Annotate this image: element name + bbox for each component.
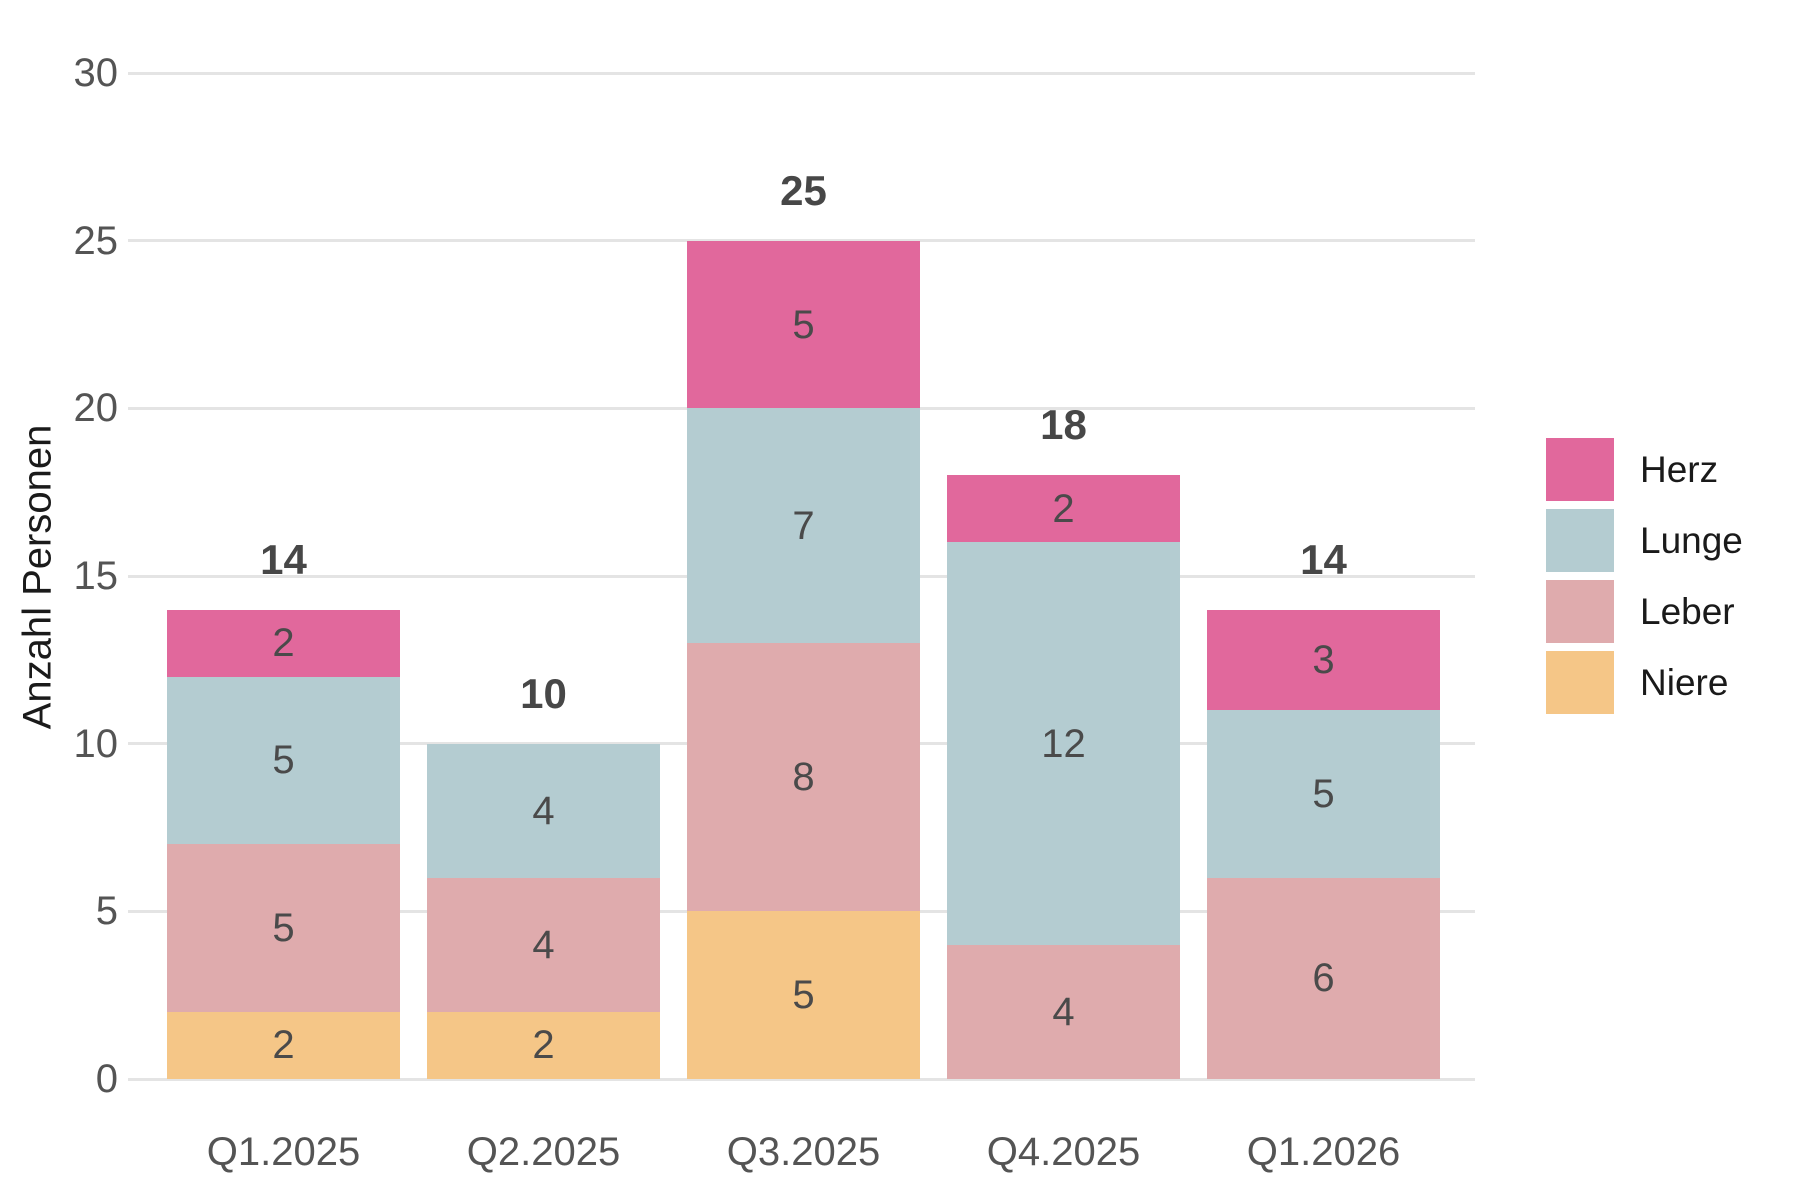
segment-value-label: 6	[1312, 956, 1335, 1001]
legend-item-lunge: Lunge	[1546, 509, 1743, 572]
y-tick-label: 5	[95, 889, 118, 934]
bar-segment-herz: 2	[947, 475, 1180, 543]
segment-value-label: 4	[532, 788, 555, 833]
bar-segment-niere: 2	[427, 1011, 660, 1079]
legend-item-herz: Herz	[1546, 438, 1743, 501]
legend-label: Niere	[1640, 662, 1729, 703]
bar-segment-herz: 5	[687, 240, 920, 409]
legend-swatch	[1546, 651, 1614, 714]
y-tick-label: 25	[73, 218, 119, 263]
y-tick-label: 30	[73, 51, 119, 95]
x-tick-label: Q1.2025	[206, 1130, 361, 1174]
segment-value-label: 5	[272, 906, 295, 951]
bar-segment-lunge: 4	[427, 743, 660, 878]
bar-segment-lunge: 5	[167, 676, 400, 845]
y-tick-label: 0	[95, 1057, 118, 1101]
legend-swatch	[1546, 580, 1614, 643]
y-tick-label: 15	[73, 554, 119, 598]
bar-segment-niere: 2	[167, 1011, 400, 1079]
segment-value-label: 2	[272, 1023, 295, 1068]
legend-item-leber: Leber	[1546, 580, 1743, 643]
legend-item-niere: Niere	[1546, 651, 1743, 714]
bar-total-label: 14	[1300, 535, 1347, 583]
segment-value-label: 4	[532, 922, 555, 967]
segment-value-label: 5	[1312, 771, 1335, 816]
segment-value-label: 4	[1052, 989, 1075, 1034]
segment-value-label: 2	[1052, 486, 1075, 531]
legend-label: Leber	[1640, 591, 1735, 632]
bar-segment-leber: 4	[947, 944, 1180, 1079]
segment-value-label: 8	[792, 755, 815, 800]
gridline	[128, 71, 1475, 75]
legend-label: Herz	[1640, 449, 1719, 490]
bar-total-label: 18	[1040, 401, 1087, 449]
bar-segment-lunge: 5	[1207, 710, 1440, 878]
legend-label: Lunge	[1640, 520, 1743, 561]
segment-value-label: 5	[272, 738, 295, 783]
segment-value-label: 3	[1312, 637, 1335, 682]
segment-value-label: 2	[532, 1023, 555, 1068]
segment-value-label: 7	[792, 503, 815, 548]
bar-total-label: 25	[780, 166, 827, 214]
y-tick-label: 20	[73, 386, 119, 431]
bar-segment-leber: 6	[1207, 877, 1440, 1079]
bar-segment-leber: 5	[167, 844, 400, 1012]
x-tick-label: Q1.2026	[1246, 1130, 1401, 1174]
gridline	[128, 1077, 1475, 1081]
segment-value-label: 2	[272, 621, 295, 666]
legend-swatch	[1546, 438, 1614, 501]
y-tick-label: 10	[73, 721, 119, 766]
segment-value-label: 5	[792, 302, 815, 347]
x-tick-label: Q2.2025	[466, 1130, 621, 1174]
x-tick-label: Q3.2025	[726, 1130, 881, 1174]
x-tick-label: Q4.2025	[986, 1130, 1141, 1174]
gridline	[128, 239, 1475, 243]
bar-segment-lunge: 7	[687, 408, 920, 644]
segment-value-label: 5	[792, 973, 815, 1018]
plot-area: 2 5 5 2 14 2 4 4 10 5 8 7 5 25 4 12 2 18 6 5 3 14	[128, 71, 1475, 1081]
bar-segment-leber: 4	[427, 877, 660, 1012]
bar-segment-niere: 5	[687, 911, 920, 1079]
bar-segment-lunge: 12	[947, 542, 1180, 945]
legend-swatch	[1546, 509, 1614, 572]
bar-segment-herz: 3	[1207, 609, 1440, 711]
bar-segment-leber: 8	[687, 643, 920, 912]
bar-total-label: 14	[260, 535, 307, 583]
bar-segment-herz: 2	[167, 609, 400, 677]
segment-value-label: 12	[1041, 721, 1086, 766]
bar-total-label: 10	[520, 669, 567, 717]
legend: Herz Lunge Leber Niere	[1546, 438, 1743, 722]
